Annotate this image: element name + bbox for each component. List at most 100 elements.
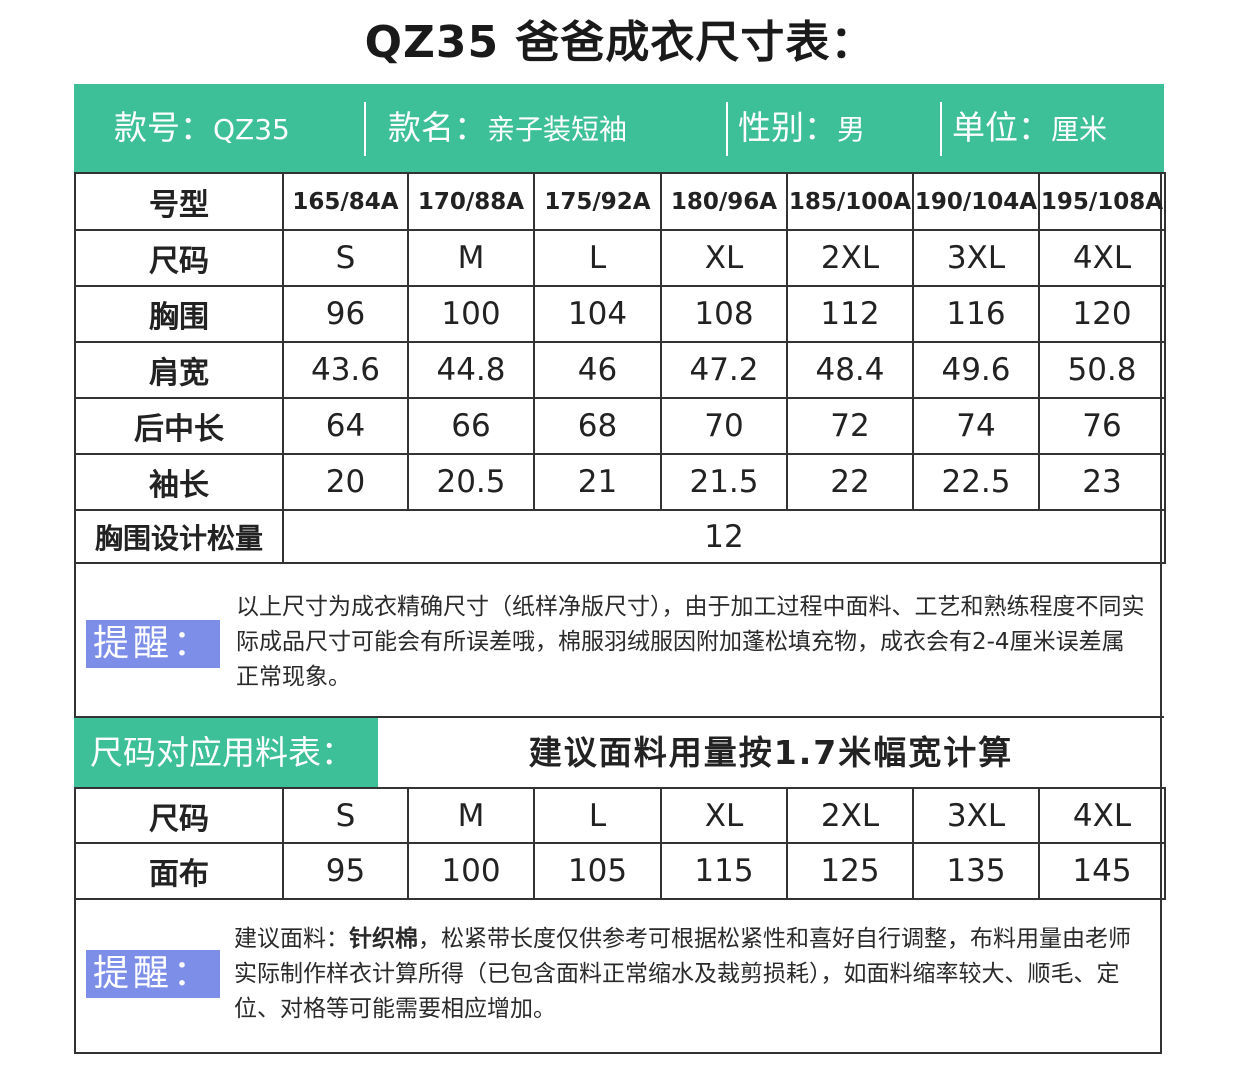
table-cell: 66: [407, 397, 535, 455]
table-cell: 72: [786, 397, 914, 455]
style-number-value: QZ35: [213, 113, 290, 146]
row-label: 胸围: [74, 285, 284, 343]
table-cell: 22: [786, 453, 914, 511]
table-cell: 4XL: [1038, 787, 1166, 844]
row-label: 尺码: [74, 229, 284, 287]
table-row: 尺码 S M L XL 2XL 3XL 4XL: [74, 229, 1166, 287]
table-cell: 74: [912, 397, 1040, 455]
table-cell: 3XL: [912, 787, 1040, 844]
ease-label: 胸围设计松量: [74, 509, 284, 564]
table-row: 面布 95 100 105 115 125 135 145: [74, 842, 1166, 900]
table-row: 肩宽 43.6 44.8 46 47.2 48.4 49.6 50.8: [74, 341, 1166, 399]
row-label: 号型: [74, 172, 284, 231]
gender-value: 男: [837, 113, 866, 146]
notice-box: 提醒： 建议面料：针织棉，松紧带长度仅供参考可根据松紧性和喜好自行调整，布料用量…: [76, 898, 1162, 1052]
notice-body: ，松紧带长度仅供参考可根据松紧性和喜好自行调整，布料用量由老师实际制作样衣计算所…: [234, 926, 1131, 1022]
notice-text: 以上尺寸为成衣精确尺寸（纸样净版尺寸），由于加工过程中面料、工艺和熟练程度不同实…: [236, 594, 1145, 690]
page-title: QZ35 爸爸成衣尺寸表：: [364, 17, 876, 68]
notice-fabric-type: 针织棉: [349, 926, 418, 952]
table-cell: 125: [786, 842, 914, 900]
table-cell: 165/84A: [282, 172, 409, 231]
table-cell: M: [407, 229, 535, 287]
table-cell: 190/104A: [912, 172, 1040, 231]
table-row: 袖长 20 20.5 21 21.5 22 22.5 23: [74, 453, 1166, 511]
table-cell: 64: [282, 397, 409, 455]
table-cell: 20.5: [407, 453, 535, 511]
row-label: 尺码: [74, 787, 284, 844]
table-cell: 44.8: [407, 341, 535, 399]
table-cell: 116: [912, 285, 1040, 343]
table-cell: 2XL: [786, 787, 914, 844]
gender-label: 性别：: [738, 108, 837, 147]
table-cell: 21.5: [660, 453, 788, 511]
table-cell: 96: [282, 285, 409, 343]
table-cell: 105: [533, 842, 662, 900]
table-cell: 175/92A: [533, 172, 662, 231]
table-row: 号型 165/84A 170/88A 175/92A 180/96A 185/1…: [74, 172, 1166, 231]
table-cell: XL: [660, 229, 788, 287]
table-cell: 170/88A: [407, 172, 535, 231]
row-label: 袖长: [74, 453, 284, 511]
table-cell: 3XL: [912, 229, 1040, 287]
notice-text: 建议面料：针织棉，松紧带长度仅供参考可根据松紧性和喜好自行调整，布料用量由老师实…: [234, 922, 1146, 1027]
ease-value: 12: [282, 509, 1166, 564]
info-divider: [364, 102, 366, 156]
row-label: 肩宽: [74, 341, 284, 399]
unit-value: 厘米: [1051, 113, 1108, 146]
table-row: 尺码 S M L XL 2XL 3XL 4XL: [74, 787, 1166, 844]
unit: 单位：厘米: [952, 84, 1152, 172]
table-cell: 46: [533, 341, 662, 399]
info-divider: [726, 102, 728, 156]
notice-badge: 提醒：: [86, 950, 220, 998]
table-cell: 68: [533, 397, 662, 455]
style-number-label: 款号：: [114, 108, 213, 147]
table-cell: 120: [1038, 285, 1166, 343]
style-number: 款号：QZ35: [114, 84, 364, 172]
notice-box: 提醒： 以上尺寸为成衣精确尺寸（纸样净版尺寸），由于加工过程中面料、工艺和熟练程…: [76, 564, 1162, 716]
style-name-label: 款名：: [388, 108, 487, 147]
table-cell: L: [533, 229, 662, 287]
table-cell: 112: [786, 285, 914, 343]
table-cell: S: [282, 787, 409, 844]
table-cell: 180/96A: [660, 172, 788, 231]
fabric-note: 建议面料用量按1.7米幅宽计算: [528, 733, 1014, 772]
row-label: 面布: [74, 842, 284, 900]
unit-label: 单位：: [952, 108, 1051, 147]
table-row: 后中长 64 66 68 70 72 74 76: [74, 397, 1166, 455]
table-cell: 100: [407, 285, 535, 343]
table-cell: 108: [660, 285, 788, 343]
table-cell: 76: [1038, 397, 1166, 455]
info-bar: 款号：QZ35 款名：亲子装短袖 性别：男 单位：厘米: [74, 84, 1164, 172]
table-cell: 21: [533, 453, 662, 511]
table-cell: 185/100A: [786, 172, 914, 231]
table-cell: 100: [407, 842, 535, 900]
table-row-ease: 胸围设计松量 12: [74, 509, 1166, 564]
table-cell: 95: [282, 842, 409, 900]
table-cell: 22.5: [912, 453, 1040, 511]
table-cell: 115: [660, 842, 788, 900]
info-divider: [940, 102, 942, 156]
table-cell: 195/108A: [1038, 172, 1166, 231]
table-cell: 104: [533, 285, 662, 343]
table-cell: 4XL: [1038, 229, 1166, 287]
table-cell: M: [407, 787, 535, 844]
table-cell: L: [533, 787, 662, 844]
table-cell: 43.6: [282, 341, 409, 399]
style-name: 款名：亲子装短袖: [388, 84, 718, 172]
fabric-table: 尺码 S M L XL 2XL 3XL 4XL 面布 95 100 105 11…: [74, 787, 1166, 900]
table-cell: 49.6: [912, 341, 1040, 399]
gender: 性别：男: [738, 84, 928, 172]
chart-frame: [74, 84, 1162, 1054]
table-cell: 2XL: [786, 229, 914, 287]
table-cell: S: [282, 229, 409, 287]
table-cell: 23: [1038, 453, 1166, 511]
table-cell: 70: [660, 397, 788, 455]
table-cell: 145: [1038, 842, 1166, 900]
table-cell: 48.4: [786, 341, 914, 399]
table-cell: XL: [660, 787, 788, 844]
size-table: 号型 165/84A 170/88A 175/92A 180/96A 185/1…: [74, 172, 1166, 564]
fabric-header: 尺码对应用料表： 建议面料用量按1.7米幅宽计算: [74, 716, 1164, 788]
row-label: 后中长: [74, 397, 284, 455]
table-row: 胸围 96 100 104 108 112 116 120: [74, 285, 1166, 343]
table-cell: 47.2: [660, 341, 788, 399]
